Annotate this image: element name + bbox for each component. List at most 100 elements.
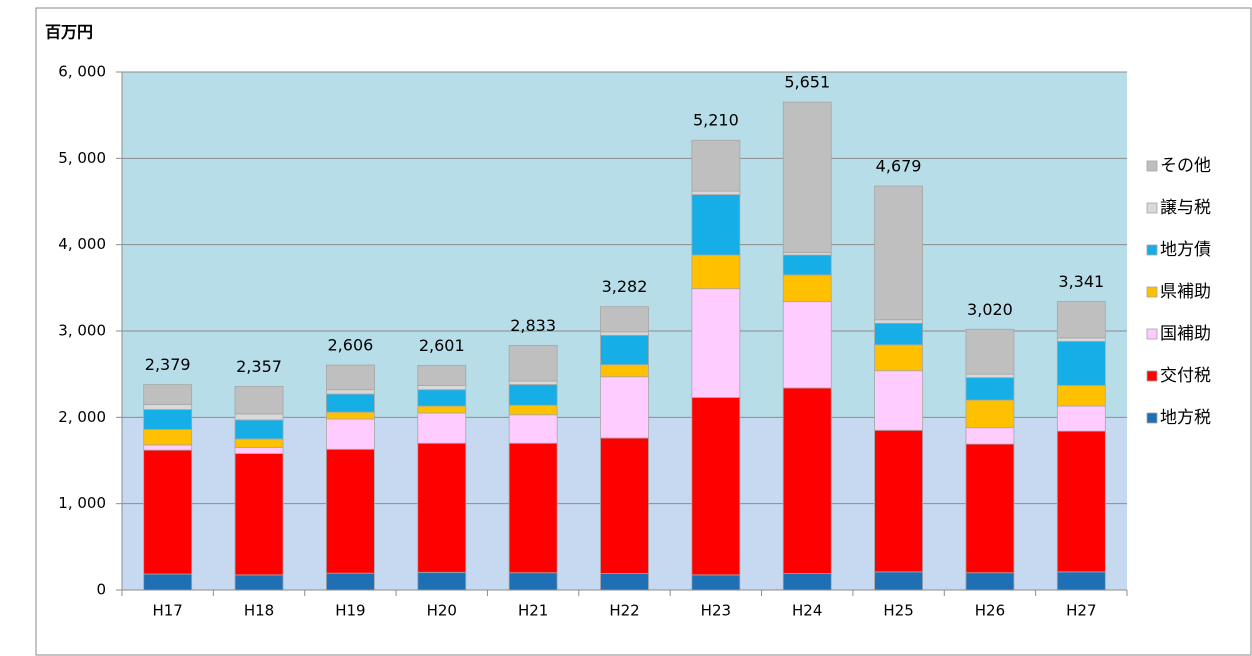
bar-segment [234, 438, 284, 448]
bar-segment [326, 448, 375, 574]
y-tick-label: 6, 000 [58, 63, 106, 81]
total-label: 3,341 [1058, 272, 1104, 291]
bar-segment [508, 380, 558, 385]
bar-segment [1056, 340, 1106, 386]
bar-segment [417, 365, 467, 386]
bar-segment [782, 301, 832, 389]
bar-segment [600, 334, 649, 366]
bar-segment [417, 405, 467, 414]
bar-segment [234, 419, 284, 440]
x-tick-label: H17 [152, 602, 182, 620]
bar-segment [326, 393, 375, 413]
bar-segment [1056, 571, 1106, 591]
bar-segment [326, 389, 375, 395]
total-label: 4,679 [876, 157, 922, 176]
bar-segment [874, 185, 923, 321]
bar-segment [508, 442, 558, 574]
bar-segment [691, 190, 741, 195]
y-tick-label: 0 [96, 581, 106, 599]
bar-segment [143, 444, 193, 451]
total-label: 3,282 [602, 277, 648, 296]
bar-segment [874, 370, 923, 431]
legend-swatch [1146, 328, 1158, 340]
y-axis-unit: 百万円 [45, 23, 93, 42]
bar-segment [691, 194, 741, 256]
legend-label: 交付税 [1160, 366, 1211, 386]
bar-segment [600, 364, 649, 378]
bar-segment [965, 377, 1015, 401]
bar-segment [600, 376, 649, 439]
x-tick-label: H18 [244, 602, 274, 620]
legend-label: その他 [1160, 156, 1211, 176]
total-label: 5,210 [693, 111, 739, 130]
bar-segment [1056, 384, 1106, 407]
bar-segment [143, 403, 193, 410]
x-tick-label: H26 [975, 602, 1005, 620]
bar-segment [965, 427, 1015, 445]
y-tick-label: 3, 000 [58, 322, 106, 340]
legend-swatch [1146, 286, 1158, 298]
total-label: 2,357 [236, 357, 282, 376]
legend-label: 県補助 [1160, 282, 1211, 302]
bar-segment [508, 404, 558, 416]
bar-segment [234, 453, 284, 576]
x-tick-label: H22 [609, 602, 639, 620]
bar-segment [234, 574, 284, 591]
legend-swatch [1146, 370, 1158, 382]
bar-segment [691, 254, 741, 290]
y-tick-label: 1, 000 [58, 494, 106, 512]
bar-segment [143, 409, 193, 430]
bar-segment [326, 572, 375, 591]
bar-segment [1056, 405, 1106, 432]
bar-segment [691, 397, 741, 576]
bar-segment [965, 328, 1015, 375]
bar-segment [965, 572, 1015, 591]
bar-segment [508, 345, 558, 382]
bar-segment [782, 254, 832, 276]
legend-label: 地方税 [1160, 408, 1211, 428]
x-tick-label: H24 [792, 602, 822, 620]
x-tick-label: H19 [335, 602, 365, 620]
bar-segment [143, 429, 193, 446]
x-tick-label: H21 [518, 602, 548, 620]
x-tick-label: H25 [883, 602, 913, 620]
bar-segment [143, 384, 193, 405]
legend-label: 地方債 [1160, 240, 1211, 260]
bar-segment [1056, 301, 1106, 339]
bar-segment [600, 331, 649, 336]
bar-segment [600, 573, 649, 591]
bar-segment [691, 288, 741, 398]
bar-segment [234, 447, 284, 454]
bar-segment [782, 573, 832, 591]
bar-segment [691, 139, 741, 192]
bar-segment [508, 384, 558, 406]
bar-segment [417, 571, 467, 591]
bar-segment [1056, 337, 1106, 342]
bar-segment [600, 306, 649, 333]
x-tick-label: H20 [427, 602, 457, 620]
legend-swatch [1146, 244, 1158, 256]
bar-segment [417, 389, 467, 407]
bar-segment [143, 449, 193, 575]
bar-segment [508, 572, 558, 591]
total-label: 2,379 [145, 355, 191, 374]
total-label: 2,606 [328, 336, 374, 355]
bar-segment [1056, 430, 1106, 573]
total-label: 5,651 [784, 73, 830, 92]
legend-label: 国補助 [1160, 324, 1211, 344]
bar-segment [874, 319, 923, 324]
bar-segment [508, 414, 558, 444]
legend-swatch [1146, 160, 1158, 172]
bar-segment [874, 344, 923, 372]
total-label: 2,601 [419, 336, 465, 355]
bar-segment [417, 442, 467, 573]
bar-segment [691, 574, 741, 591]
legend-swatch [1146, 202, 1158, 214]
bar-segment [782, 101, 832, 253]
bar-segment [326, 418, 375, 450]
total-label: 3,020 [967, 300, 1013, 319]
bar-segment [417, 412, 467, 444]
bar-segment [326, 411, 375, 420]
y-tick-label: 4, 000 [58, 235, 106, 253]
